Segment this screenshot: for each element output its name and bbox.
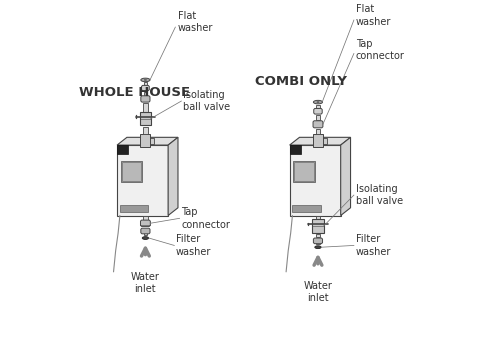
Ellipse shape bbox=[317, 102, 319, 103]
Polygon shape bbox=[144, 82, 147, 85]
Ellipse shape bbox=[144, 79, 146, 80]
Ellipse shape bbox=[142, 237, 148, 240]
Text: Flat
washer: Flat washer bbox=[178, 11, 213, 33]
Polygon shape bbox=[140, 134, 150, 147]
Polygon shape bbox=[293, 161, 314, 182]
Polygon shape bbox=[141, 228, 150, 234]
Polygon shape bbox=[117, 145, 168, 215]
Text: WHOLE HOUSE: WHOLE HOUSE bbox=[79, 86, 190, 99]
Polygon shape bbox=[144, 91, 147, 96]
Polygon shape bbox=[290, 137, 350, 145]
Text: Isolating
ball valve: Isolating ball valve bbox=[356, 184, 403, 206]
Text: Filter
washer: Filter washer bbox=[176, 234, 212, 257]
Text: Tap
connector: Tap connector bbox=[182, 207, 230, 230]
Polygon shape bbox=[117, 145, 128, 153]
Polygon shape bbox=[140, 112, 150, 125]
Ellipse shape bbox=[314, 100, 322, 104]
Polygon shape bbox=[290, 145, 301, 153]
Polygon shape bbox=[316, 115, 320, 120]
Ellipse shape bbox=[141, 78, 150, 82]
Polygon shape bbox=[140, 220, 150, 226]
Text: Filter
washer: Filter washer bbox=[356, 234, 391, 257]
Polygon shape bbox=[340, 137, 350, 215]
Polygon shape bbox=[312, 219, 324, 233]
Polygon shape bbox=[120, 161, 142, 182]
Polygon shape bbox=[314, 238, 322, 244]
Polygon shape bbox=[120, 205, 148, 212]
Polygon shape bbox=[315, 138, 327, 144]
Polygon shape bbox=[290, 145, 341, 215]
Polygon shape bbox=[316, 242, 320, 244]
Polygon shape bbox=[143, 127, 148, 134]
Polygon shape bbox=[142, 138, 154, 144]
Polygon shape bbox=[316, 234, 320, 237]
Polygon shape bbox=[122, 162, 141, 180]
Text: Isolating
ball valve: Isolating ball valve bbox=[183, 90, 230, 112]
Polygon shape bbox=[313, 134, 323, 147]
Polygon shape bbox=[142, 85, 150, 91]
Polygon shape bbox=[141, 96, 150, 102]
Polygon shape bbox=[316, 105, 320, 108]
Text: Flat
washer: Flat washer bbox=[356, 4, 391, 27]
Text: Water
inlet: Water inlet bbox=[304, 281, 332, 303]
Text: COMBI ONLY: COMBI ONLY bbox=[256, 75, 348, 88]
Polygon shape bbox=[294, 162, 314, 180]
Polygon shape bbox=[316, 216, 320, 220]
Polygon shape bbox=[314, 109, 322, 114]
Polygon shape bbox=[292, 205, 320, 212]
Ellipse shape bbox=[315, 246, 321, 248]
Text: Water
inlet: Water inlet bbox=[131, 272, 160, 294]
Polygon shape bbox=[168, 137, 178, 215]
Polygon shape bbox=[117, 137, 178, 145]
Polygon shape bbox=[313, 121, 323, 128]
Polygon shape bbox=[144, 232, 147, 235]
Polygon shape bbox=[316, 129, 320, 134]
Polygon shape bbox=[143, 103, 148, 112]
Text: Tap
connector: Tap connector bbox=[356, 39, 405, 61]
Polygon shape bbox=[143, 216, 148, 220]
